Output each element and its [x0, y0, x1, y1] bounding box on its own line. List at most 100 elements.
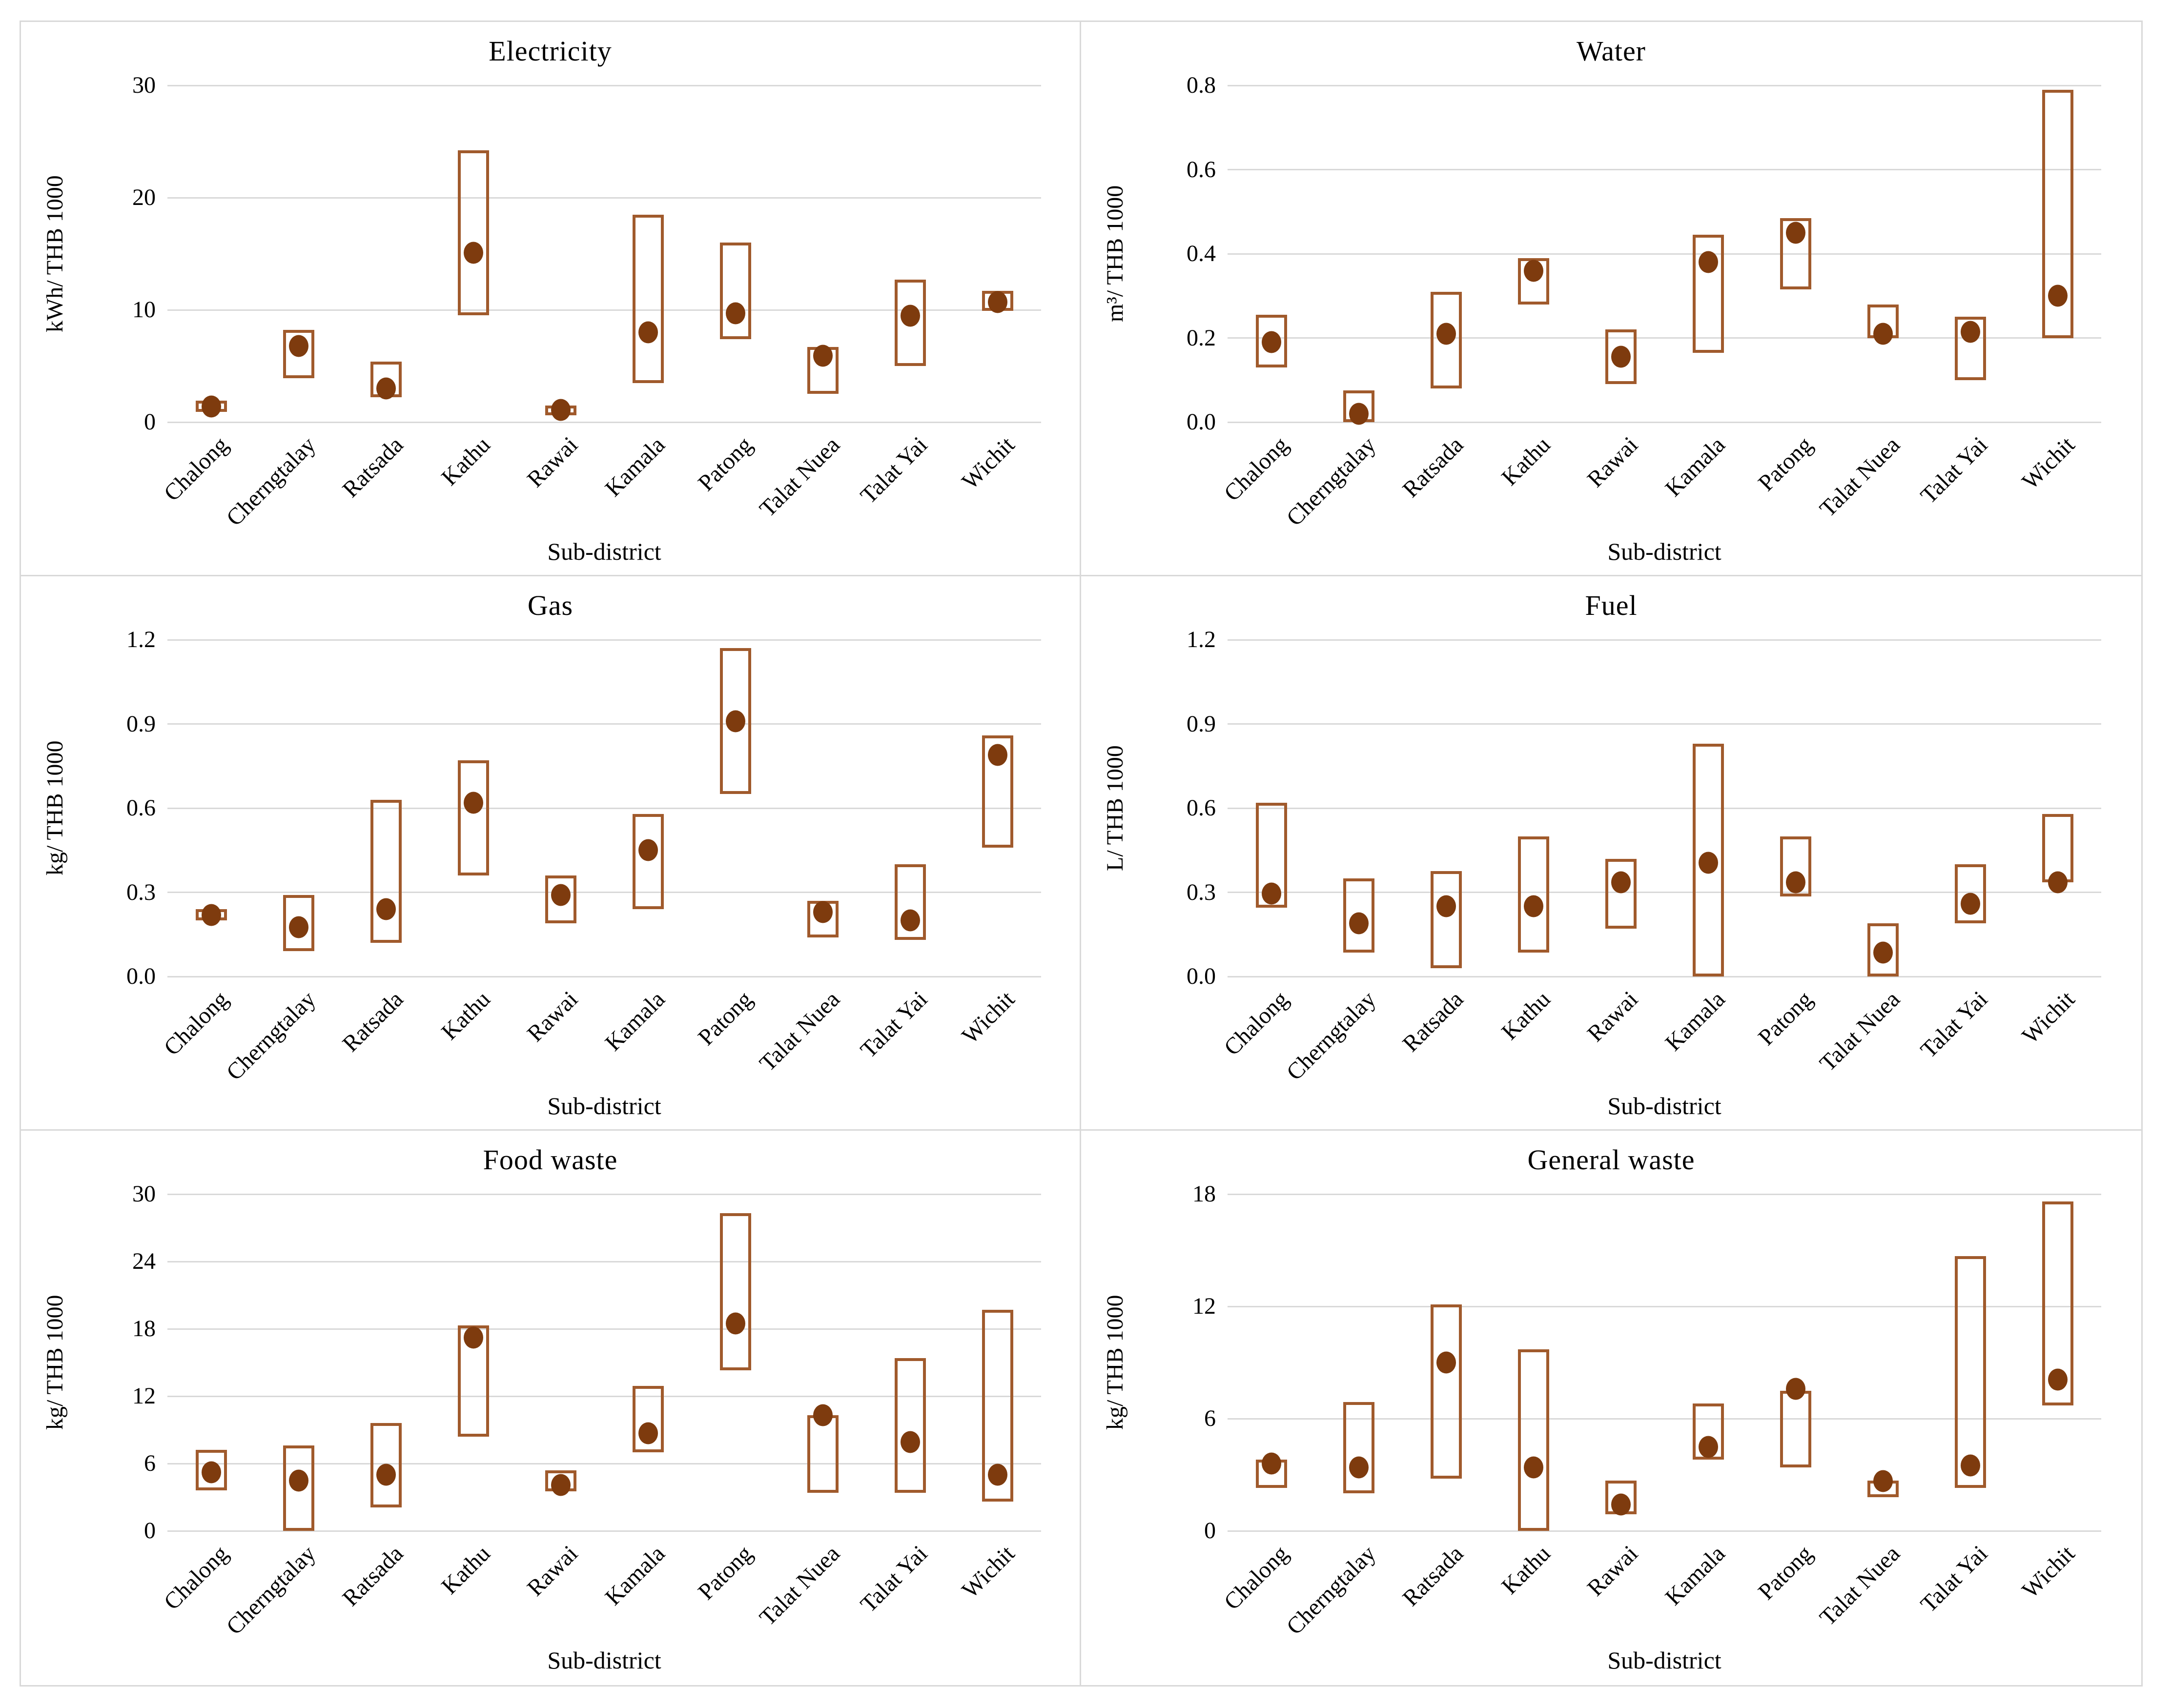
- range-box-cherngtalay: [283, 1445, 314, 1531]
- x-tick-label: Talat Yai: [1915, 1540, 1992, 1618]
- gridline: [167, 1261, 1041, 1262]
- y-tick-label: 1.2: [1187, 627, 1216, 652]
- mean-marker-rawai: [551, 399, 571, 421]
- range-box-kamala: [632, 813, 664, 909]
- y-tick-label: 1.2: [126, 627, 156, 652]
- mean-marker-chalong: [201, 1461, 221, 1484]
- mean-marker-cherngtalay: [1349, 403, 1369, 425]
- gridline: [167, 421, 1041, 423]
- gridline: [1228, 253, 2101, 255]
- range-box-cherngtalay: [1343, 878, 1374, 953]
- x-tick-label: Talat Yai: [855, 431, 932, 509]
- y-tick-label: 0: [1204, 1518, 1216, 1544]
- mean-marker-kathu: [463, 242, 483, 264]
- x-tick-label: Talat Nuea: [754, 1540, 845, 1631]
- y-tick-label: 18: [132, 1316, 156, 1342]
- mean-marker-ratsada: [1436, 323, 1456, 345]
- range-box-kamala: [632, 1386, 664, 1452]
- mean-marker-wichit: [2048, 285, 2068, 307]
- range-box-ratsada: [370, 799, 402, 943]
- x-tick-label: Kamala: [600, 1540, 670, 1610]
- gridline: [167, 84, 1041, 86]
- gridline: [1228, 807, 2101, 809]
- y-tick-label: 0.9: [1187, 711, 1216, 737]
- gridline: [167, 639, 1041, 641]
- range-box-talat-yai: [1954, 317, 1986, 380]
- y-tick-label: 0.0: [1187, 409, 1216, 435]
- y-tick-label: 6: [144, 1450, 156, 1476]
- figure-grid: Electricity kWh/ THB 1000 0 10 20 30 Chalong…: [20, 20, 2143, 1687]
- x-tick-label: Kamala: [600, 986, 670, 1056]
- y-tick-label: 24: [132, 1248, 156, 1274]
- mean-marker-wichit: [2048, 871, 2068, 894]
- mean-marker-rawai: [551, 884, 571, 906]
- range-box-wichit: [2042, 1201, 2073, 1406]
- mean-marker-wichit: [987, 291, 1007, 313]
- x-tick-label: Chalong: [159, 431, 233, 507]
- mean-marker-chalong: [201, 395, 221, 418]
- y-tick-label: 0.4: [1187, 241, 1216, 266]
- x-tick-label: Kathu: [436, 431, 495, 491]
- mean-marker-ratsada: [1436, 895, 1456, 917]
- mean-marker-patong: [1785, 1378, 1805, 1400]
- gridline: [167, 197, 1041, 199]
- y-tick-label: 10: [132, 297, 156, 323]
- x-tick-label: Rawai: [1582, 986, 1643, 1047]
- gridline: [167, 976, 1041, 977]
- mean-marker-wichit: [987, 744, 1007, 766]
- x-tick-label: Patong: [693, 1540, 758, 1605]
- mean-marker-wichit: [987, 1464, 1007, 1486]
- x-tick-label: Chalong: [159, 986, 233, 1061]
- chart-panel-water: Water m³/ THB 1000 0.0 0.2 0.4 0.6 0.8 Chalon…: [1081, 22, 2141, 576]
- x-tick-label: Kamala: [1660, 986, 1730, 1056]
- y-axis-title: m³/ THB 1000: [1102, 185, 1128, 323]
- range-box-ratsada: [1430, 1304, 1462, 1479]
- x-tick-label: Patong: [1753, 431, 1818, 496]
- range-box-cherngtalay: [1343, 1402, 1374, 1494]
- y-tick-label: 0: [144, 1518, 156, 1544]
- y-tick-label: 12: [132, 1383, 156, 1409]
- mean-marker-rawai: [1611, 1493, 1631, 1516]
- x-tick-label: Wichit: [2017, 431, 2080, 495]
- range-box-patong: [719, 1213, 751, 1371]
- x-axis-title: Sub-district: [547, 1647, 661, 1674]
- range-box-talat-yai: [1954, 864, 1986, 923]
- y-tick-label: 18: [1192, 1181, 1216, 1207]
- y-tick-label: 0: [144, 409, 156, 435]
- x-tick-label: Ratsada: [337, 431, 408, 503]
- plot-area: 0.0 0.3 0.6 0.9 1.2 Chalong Cherngtalay Ratsada…: [126, 628, 1041, 1085]
- mean-marker-kamala: [638, 1422, 658, 1444]
- mean-marker-cherngtalay: [288, 916, 308, 938]
- range-box-patong: [1780, 1390, 1811, 1467]
- mean-marker-kathu: [463, 792, 483, 813]
- chart-title: Fuel: [1585, 590, 1638, 621]
- x-tick-label: Wichit: [2017, 986, 2080, 1049]
- y-tick-label: 0.2: [1187, 325, 1216, 351]
- gridline: [1228, 169, 2101, 170]
- mean-marker-patong: [725, 1312, 745, 1334]
- x-tick-label: Rawai: [522, 1540, 583, 1602]
- chart-title: Electricity: [489, 35, 612, 67]
- x-tick-label: Rawai: [1582, 431, 1643, 493]
- gridline: [167, 1395, 1041, 1397]
- gridline: [1228, 1193, 2101, 1195]
- range-box-kathu: [457, 150, 489, 316]
- x-tick-label: Ratsada: [337, 986, 408, 1057]
- mean-marker-talat-yai: [900, 305, 920, 326]
- x-tick-label: Patong: [1753, 986, 1818, 1051]
- range-box-kathu: [1517, 836, 1549, 953]
- chart-title: Food waste: [483, 1144, 618, 1176]
- x-tick-label: Kamala: [600, 431, 670, 502]
- mean-marker-talat-nuea: [813, 1404, 833, 1426]
- range-box-wichit: [2042, 89, 2073, 338]
- x-tick-label: Ratsada: [1397, 431, 1468, 503]
- mean-marker-patong: [1785, 222, 1805, 244]
- x-tick-label: Chalong: [1219, 986, 1293, 1061]
- x-tick-label: Ratsada: [1397, 986, 1468, 1057]
- x-tick-label: Cherngtalay: [221, 1540, 321, 1640]
- range-box-cherngtalay: [283, 895, 314, 952]
- mean-marker-patong: [1785, 871, 1805, 894]
- range-box-wichit: [982, 1309, 1013, 1502]
- mean-marker-talat-yai: [1960, 321, 1980, 343]
- gridline: [167, 1463, 1041, 1464]
